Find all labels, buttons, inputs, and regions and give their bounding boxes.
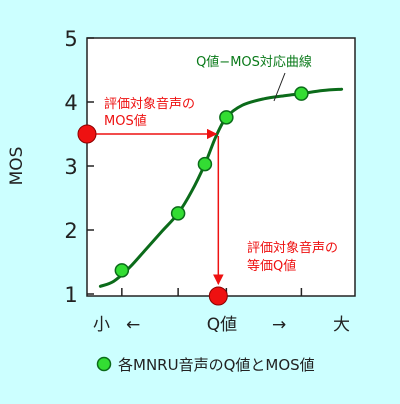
legend-marker <box>96 356 112 372</box>
y-tick-label: 3 <box>64 155 77 179</box>
q-mos-curve <box>98 87 344 288</box>
x-axis-label: Q値 <box>207 315 237 335</box>
x-axis-left-arrow: ← <box>126 315 140 335</box>
evaluated-mos-marker <box>77 124 97 144</box>
data-point <box>219 110 234 125</box>
mos-annotation-line2: MOS値 <box>104 113 147 129</box>
data-point <box>197 156 213 172</box>
y-tick-label: 2 <box>64 219 77 243</box>
y-tick-label: 1 <box>64 283 77 307</box>
x-axis-left-label: 小 <box>93 315 110 335</box>
plot-area <box>86 37 356 297</box>
evaluated-q-marker <box>208 286 228 306</box>
y-tick-label: 4 <box>64 91 77 115</box>
q-annotation-line1: 評価対象音声の <box>247 240 338 256</box>
data-point <box>294 86 309 101</box>
y-tick-label: 5 <box>64 27 77 51</box>
x-axis-right-arrow: → <box>272 315 286 335</box>
x-axis-right-label: 大 <box>333 315 350 335</box>
data-point <box>114 263 130 278</box>
q-annotation-line2: 等価Q値 <box>247 258 296 274</box>
curve-label-leader <box>273 72 286 102</box>
legend-label: 各MNRU音声のQ値とMOS値 <box>118 356 315 374</box>
mos-annotation-line1: 評価対象音声の <box>104 96 195 112</box>
y-axis-label: MOS <box>7 147 27 186</box>
curve-label: Q値−MOS対応曲線 <box>196 54 312 70</box>
data-point <box>170 206 186 221</box>
